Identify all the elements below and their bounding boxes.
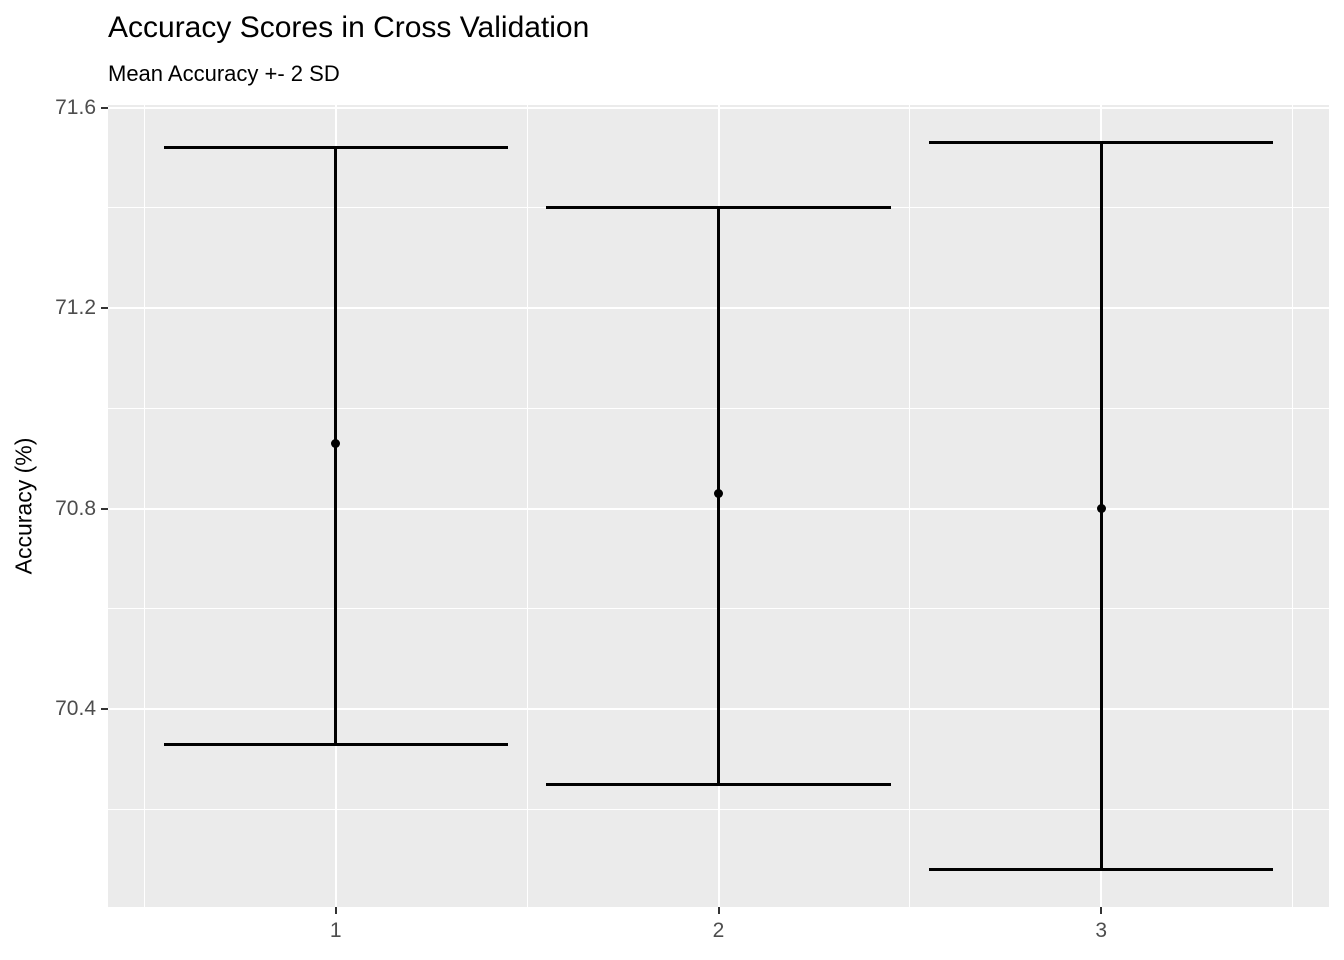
- gridline-minor-x: [143, 105, 145, 907]
- x-tick-label: 1: [329, 919, 342, 942]
- y-tick-label: 71.2: [55, 296, 96, 319]
- y-tick-mark: [101, 106, 108, 109]
- mean-point: [714, 488, 723, 498]
- plot-title: Accuracy Scores in Cross Validation: [108, 11, 590, 44]
- x-tick-label: 2: [712, 919, 725, 942]
- plot-subtitle: Mean Accuracy +- 2 SD: [108, 61, 340, 86]
- errorbar-cap-bottom: [546, 782, 891, 786]
- plot-panel: [108, 105, 1329, 907]
- x-tick-mark: [717, 907, 720, 914]
- y-tick-mark: [101, 708, 108, 710]
- errorbar-cap-top: [546, 206, 891, 210]
- y-tick-label: 70.4: [55, 697, 96, 720]
- mean-point: [331, 438, 341, 448]
- x-tick-label: 3: [1095, 919, 1108, 942]
- y-tick-mark: [101, 307, 108, 309]
- x-tick-mark: [334, 907, 337, 914]
- gridline-minor-x: [526, 105, 528, 907]
- errorbar-cap-top: [163, 146, 508, 150]
- y-tick-label: 70.8: [55, 496, 96, 520]
- errorbar-cap-bottom: [163, 742, 508, 746]
- x-tick-mark: [1100, 907, 1103, 914]
- y-tick-mark: [101, 507, 108, 510]
- y-tick-label: 71.6: [55, 95, 96, 119]
- gridline-minor-x: [1292, 105, 1294, 907]
- errorbar-cap-top: [929, 141, 1274, 145]
- errorbar-cap-bottom: [929, 867, 1274, 871]
- mean-point: [1096, 504, 1106, 513]
- y-axis-title: Accuracy (%): [10, 437, 37, 575]
- gridline-minor-x: [909, 105, 911, 907]
